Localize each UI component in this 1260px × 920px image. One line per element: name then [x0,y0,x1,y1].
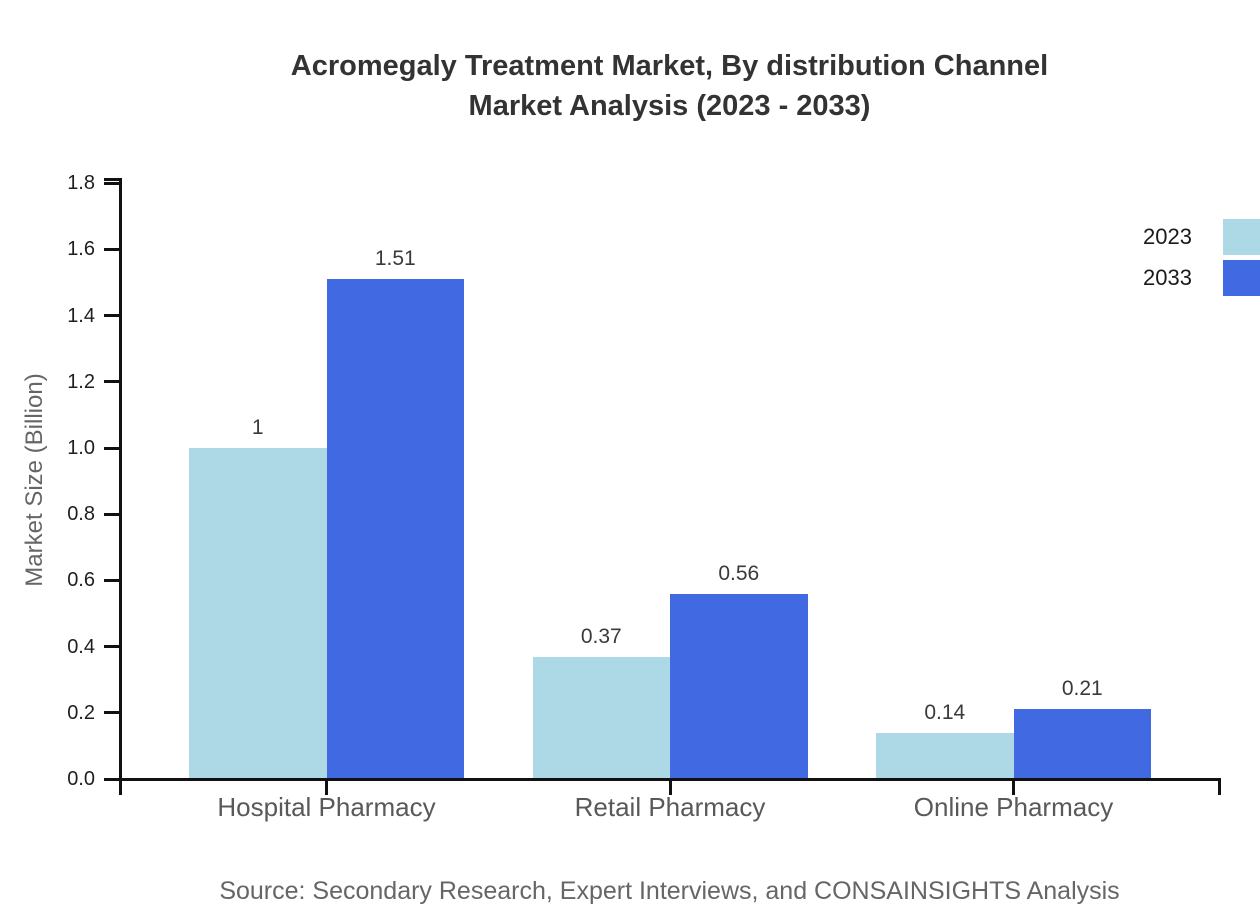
y-axis-line [119,178,122,795]
legend-swatch [1223,219,1260,255]
bar-2023-hospital-pharmacy [189,448,327,779]
legend-label: 2033 [1143,265,1192,290]
bar-value-label: 0.56 [718,561,760,585]
bar-value-label: 1.51 [374,247,416,271]
x-tick [1012,777,1015,795]
y-tick-label: 0.4 [67,635,95,658]
y-tick-label: 0.8 [67,503,95,526]
legend-item-2033: 2033 [1143,260,1260,296]
source-note: Source: Secondary Research, Expert Inter… [219,877,1120,905]
bar-value-label: 0.21 [1061,677,1103,701]
x-category-label-hospital-pharmacy: Hospital Pharmacy [217,792,436,822]
y-tick [104,181,119,185]
bar-2023-retail-pharmacy [532,656,670,779]
y-tick-label: 1.4 [67,304,95,327]
chart-title-line2: Market Analysis (2023 - 2033) [468,90,871,122]
bar-value-label: 1 [251,416,264,439]
bar-2023-online-pharmacy [876,732,1014,779]
y-tick [104,314,119,318]
bar-2033-retail-pharmacy [670,593,808,779]
bar-value-label: 0.37 [580,624,622,648]
bar-2033-online-pharmacy [1013,709,1151,779]
y-tick-label: 0.0 [67,768,95,790]
x-category-label-online-pharmacy: Online Pharmacy [913,792,1114,822]
y-tick [104,578,119,582]
y-tick [104,711,119,715]
y-tick [104,380,119,384]
x-tick [668,777,672,795]
x-axis-line [104,777,1221,781]
bar-2033-hospital-pharmacy [326,279,464,779]
y-axis-cap [104,178,122,181]
y-tick-label: 1.8 [67,172,95,195]
chart-title: Acromegaly Treatment Market, By distribu… [79,46,1260,126]
bar-value-label: 0.14 [924,700,966,724]
y-tick-label: 1.0 [67,437,95,459]
y-tick-label: 0.6 [67,569,95,592]
x-tick [325,777,328,795]
y-tick-label: 1.6 [67,238,95,261]
y-tick [104,446,119,450]
legend-label: 2023 [1143,224,1192,249]
x-axis-cap [1218,777,1221,795]
y-tick [104,645,119,649]
legend-swatch [1223,260,1260,296]
chart-title-line1: Acromegaly Treatment Market, By distribu… [290,50,1049,82]
y-tick-label: 0.2 [67,701,95,724]
legend: 2023 2033 [1143,219,1260,296]
legend-item-2023: 2023 [1143,219,1260,255]
y-tick [104,512,119,516]
y-tick-label: 1.2 [67,370,95,393]
y-tick [104,247,119,251]
x-category-label-retail-pharmacy: Retail Pharmacy [574,792,766,822]
